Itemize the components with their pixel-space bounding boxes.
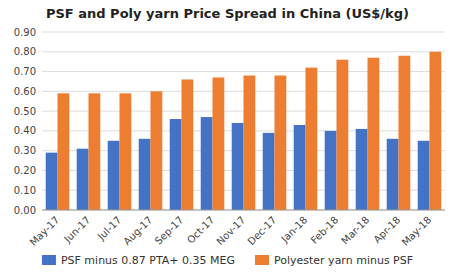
bar <box>120 93 132 210</box>
x-tick-label: Mar-18 <box>339 214 371 246</box>
bar <box>263 133 275 210</box>
y-tick-label: 0.20 <box>14 165 36 176</box>
y-tick-label: 0.40 <box>14 125 36 136</box>
x-tick-label: Apr-18 <box>371 214 402 245</box>
x-axis-line <box>42 210 445 211</box>
legend-label: PSF minus 0.87 PTA+ 0.35 MEG <box>61 254 235 267</box>
bar <box>151 91 163 210</box>
bar <box>108 141 120 210</box>
bar <box>399 56 411 210</box>
y-tick-label: 0.50 <box>14 106 36 117</box>
chart: PSF and Poly yarn Price Spread in China … <box>0 0 455 274</box>
bar <box>232 123 244 210</box>
legend-label: Polyester yarn minus PSF <box>274 254 413 267</box>
x-tick-label: Feb-18 <box>309 214 341 246</box>
bar <box>139 139 151 210</box>
bar <box>387 139 399 210</box>
x-tick-label: Aug-17 <box>121 214 154 247</box>
bars <box>46 52 442 210</box>
bar <box>275 76 287 210</box>
bar <box>356 129 368 210</box>
bar <box>170 119 182 210</box>
x-tick-label: Jun-17 <box>61 214 92 245</box>
bar <box>418 141 430 210</box>
grid-line <box>42 210 445 211</box>
bar <box>89 93 101 210</box>
x-tick-label: Dec-17 <box>245 214 278 247</box>
bar <box>306 68 318 210</box>
x-tick-label: Oct-17 <box>185 214 217 246</box>
legend: PSF minus 0.87 PTA+ 0.35 MEG Polyester ya… <box>42 254 413 267</box>
x-tick-label: Jan-18 <box>278 214 309 245</box>
bar <box>368 58 380 210</box>
bar <box>58 93 70 210</box>
x-tick-label: Jul-17 <box>95 214 124 243</box>
grid-line <box>42 32 445 33</box>
y-tick-label: 0.60 <box>14 86 36 97</box>
y-tick-label: 0.70 <box>14 66 36 77</box>
x-tick-label: Sep-17 <box>153 214 186 247</box>
x-tick-label: May-18 <box>400 214 434 248</box>
bar <box>201 117 213 210</box>
y-tick-label: 0.00 <box>14 205 36 216</box>
bar <box>430 52 442 210</box>
y-tick-label: 0.80 <box>14 46 36 57</box>
bar <box>325 131 337 210</box>
bar <box>46 153 58 210</box>
grid-line <box>42 51 445 52</box>
y-tick-label: 0.30 <box>14 145 36 156</box>
title: PSF and Poly yarn Price Spread in China … <box>46 6 409 21</box>
legend-swatch <box>255 255 269 265</box>
y-tick-label: 0.10 <box>14 185 36 196</box>
legend-swatch <box>42 255 56 265</box>
y-tick-label: 0.90 <box>14 27 36 38</box>
bar <box>77 149 89 210</box>
x-tick-label: May-17 <box>28 214 62 248</box>
bar <box>337 60 349 210</box>
bar <box>213 77 225 210</box>
bar <box>244 76 256 210</box>
bar <box>182 79 194 210</box>
bar <box>294 125 306 210</box>
x-tick-label: Nov-17 <box>214 214 247 247</box>
grid-line <box>42 71 445 72</box>
